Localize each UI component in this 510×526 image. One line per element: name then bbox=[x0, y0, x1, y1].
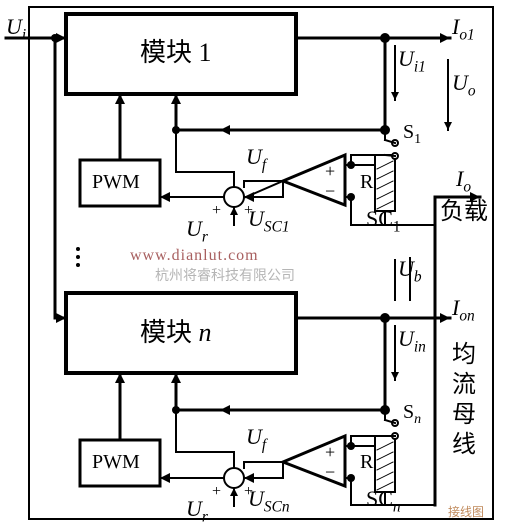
watermark-company: 杭州将睿科技有限公司 bbox=[155, 270, 295, 284]
label-pwm-n: PWM bbox=[92, 452, 140, 472]
watermark-footer: 接线图 bbox=[448, 506, 484, 518]
label-Ur-n: Ur bbox=[186, 498, 208, 525]
label-USC1: USC1 bbox=[248, 208, 290, 235]
label-Ion: Ion bbox=[452, 297, 475, 324]
label-Ub: Ub bbox=[398, 258, 422, 285]
label-Io: Io bbox=[456, 168, 471, 195]
svg-text:+: + bbox=[212, 202, 221, 219]
label-Uf-n: Uf bbox=[246, 426, 266, 453]
label-load: 负载 bbox=[440, 200, 488, 224]
label-SCn: SCn bbox=[366, 488, 401, 515]
label-Sn: Sn bbox=[403, 402, 421, 427]
label-Ur-1: Ur bbox=[186, 218, 208, 245]
label-U_o: Uo bbox=[452, 72, 476, 99]
label-pwm-1: PWM bbox=[92, 172, 140, 192]
svg-text:−: − bbox=[244, 455, 253, 472]
svg-text:+: + bbox=[325, 161, 335, 181]
label-module-1: 模块 1 bbox=[140, 40, 212, 66]
label-U_i1: Ui1 bbox=[398, 48, 426, 75]
label-U_i: Ui bbox=[6, 16, 26, 43]
svg-text:−: − bbox=[244, 174, 253, 191]
label-USCn: USCn bbox=[248, 488, 290, 515]
label-Uin: Uin bbox=[398, 328, 426, 355]
label-Uf-1: Uf bbox=[246, 146, 266, 173]
label-R-n: R bbox=[360, 452, 373, 472]
label-I_o1: Io1 bbox=[452, 16, 475, 43]
svg-text:+: + bbox=[212, 483, 221, 500]
label-S1: S1 bbox=[403, 122, 421, 147]
svg-text:−: − bbox=[325, 462, 335, 482]
svg-text:+: + bbox=[325, 442, 335, 462]
label-module-n: 模块 n bbox=[140, 320, 212, 346]
label-SC1: SC1 bbox=[366, 208, 401, 235]
svg-text:−: − bbox=[325, 181, 335, 201]
label-R-1: R bbox=[360, 172, 373, 192]
watermark-url: www.dianlut.com bbox=[130, 248, 259, 264]
label-bus-line: 均 流 母 线 bbox=[452, 340, 476, 460]
